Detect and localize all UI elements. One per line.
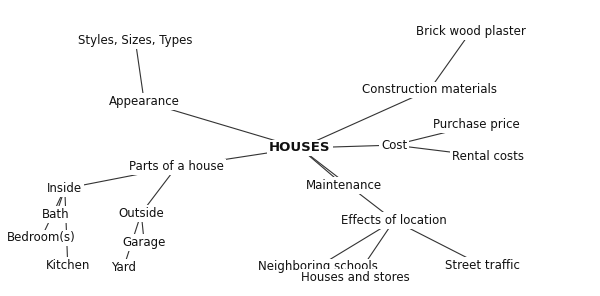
Text: Effects of location: Effects of location: [341, 214, 447, 227]
Text: Garage: Garage: [122, 236, 166, 249]
Text: Neighboring schools: Neighboring schools: [258, 260, 377, 274]
Text: Brick wood plaster: Brick wood plaster: [416, 25, 526, 38]
Text: HOUSES: HOUSES: [269, 141, 331, 155]
Text: Inside: Inside: [47, 182, 82, 195]
Text: Styles, Sizes, Types: Styles, Sizes, Types: [78, 34, 193, 47]
Text: Bedroom(s): Bedroom(s): [7, 231, 76, 244]
Text: Purchase price: Purchase price: [433, 118, 520, 131]
Text: Cost: Cost: [381, 139, 407, 152]
Text: Kitchen: Kitchen: [46, 259, 90, 272]
Text: Yard: Yard: [111, 261, 136, 274]
Text: Rental costs: Rental costs: [452, 150, 524, 163]
Text: Houses and stores: Houses and stores: [301, 271, 410, 284]
Text: Outside: Outside: [118, 207, 164, 220]
Text: Maintenance: Maintenance: [306, 179, 382, 192]
Text: Bath: Bath: [42, 208, 70, 221]
Text: Construction materials: Construction materials: [362, 83, 497, 96]
Text: Appearance: Appearance: [109, 95, 179, 108]
Text: Parts of a house: Parts of a house: [129, 160, 224, 173]
Text: Street traffic: Street traffic: [445, 259, 520, 272]
